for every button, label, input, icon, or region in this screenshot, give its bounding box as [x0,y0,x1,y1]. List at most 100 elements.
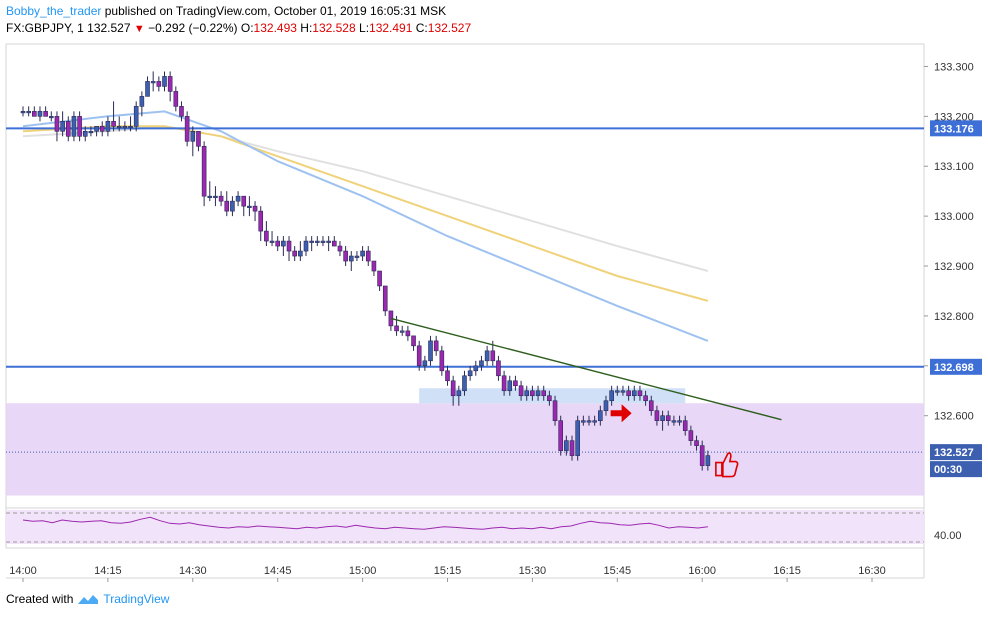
symbol-line: FX:GBPJPY, 1 132.527 ▼ −0.292 (−0.22%) O… [6,21,471,35]
arrow-icon [610,404,632,423]
high-value: 132.528 [312,21,356,35]
candle-body [37,111,43,117]
candle-body [699,445,705,466]
price-label-box [930,444,982,461]
candle-body [337,245,343,252]
candle-body [660,415,665,421]
candle-body [116,126,122,129]
candle-body [213,195,218,198]
candle-body [575,420,580,456]
price-chart[interactable]: 133.300133.200133.100133.000132.900132.8… [0,0,988,590]
y-tick-label: 133.000 [934,211,974,223]
x-tick-label: 15:00 [349,565,377,577]
candle-body [518,385,524,397]
candle-body [547,395,552,402]
y-tick-label: 133.300 [934,61,974,73]
candle-body [530,390,535,397]
candle-body [592,420,597,423]
candle-body [682,420,688,431]
candle-body [320,240,326,243]
price-label-box [930,358,982,375]
candle-body [48,116,54,119]
y-tick-label: 132.900 [934,261,974,273]
candle-body [614,390,620,393]
candle-body [184,116,190,142]
price-label-hline: 132.698 [934,362,974,374]
x-tick-label: 15:15 [434,565,462,577]
candle-body [224,200,230,212]
support-zone [6,403,924,496]
tradingview-link[interactable]: TradingView [103,592,170,606]
candle-body [354,255,360,258]
candle-body [196,131,201,147]
rsi-tick-label: 40.00 [934,530,962,542]
candle-body [467,370,473,377]
candle-body [626,390,631,397]
candle-body [258,210,264,232]
candle-body [32,111,37,117]
candle-body [247,205,252,208]
x-tick-label: 16:00 [688,565,716,577]
trendline [390,317,782,421]
author-link[interactable]: Bobby_the_trader [6,4,102,18]
low-value: 132.491 [369,21,413,35]
candle-body [99,126,105,132]
down-triangle-icon: ▼ [133,23,145,35]
candle-body [631,390,637,397]
candle-body [292,250,297,257]
open-label: O: [240,21,254,35]
candle-body [71,116,77,137]
candle-body [416,345,422,367]
candle-body [513,380,518,387]
candle-body [190,131,196,142]
close-value: 132.527 [427,21,472,35]
candle-body [648,400,654,412]
candle-body [156,81,162,87]
x-tick-label: 16:30 [858,565,886,577]
candle-body [343,250,348,262]
candle-body [654,410,660,421]
candle-body [456,390,462,397]
candle-body [26,111,31,114]
candle-body [162,76,167,87]
candle-body [535,390,541,397]
change-value: −0.292 (−0.22%) [148,21,238,35]
candle-body [490,350,496,362]
candle-body [694,440,699,446]
candle-body [65,121,71,137]
candle-body [496,360,501,377]
candle-body [241,195,247,207]
candle-body [264,230,269,242]
candle-body [462,375,467,392]
x-tick-label: 14:00 [9,565,37,577]
last-price: 132.527 [87,21,131,35]
x-tick-label: 14:15 [94,565,122,577]
published-text: published on TradingView.com, October 01… [104,4,447,18]
candle-body [411,335,416,347]
candle-body [558,420,564,451]
symbol-label: FX:GBPJPY, 1 [6,21,84,35]
candle-body [677,420,682,423]
candle-body [524,390,530,397]
candle-body [326,240,331,243]
publish-line: Bobby_the_trader published on TradingVie… [6,4,446,18]
price-label-box [930,120,982,137]
footer: Created with TradingView [6,592,169,606]
candle-body [598,410,603,421]
candle-body [88,131,94,134]
candle-body [145,81,150,97]
candle-body [43,111,48,117]
x-tick-label: 15:45 [604,565,632,577]
candle-body [439,350,445,372]
price-label-timer: 00:30 [934,464,962,476]
candle-body [484,350,490,362]
candle-body [111,121,116,127]
candle-body [569,440,575,456]
candle-body [54,116,60,132]
candle-body [77,116,82,137]
candle-body [179,106,184,117]
candle-body [133,106,139,127]
price-label-box [930,461,982,478]
candle-body [315,240,320,243]
candle-body [60,121,65,132]
